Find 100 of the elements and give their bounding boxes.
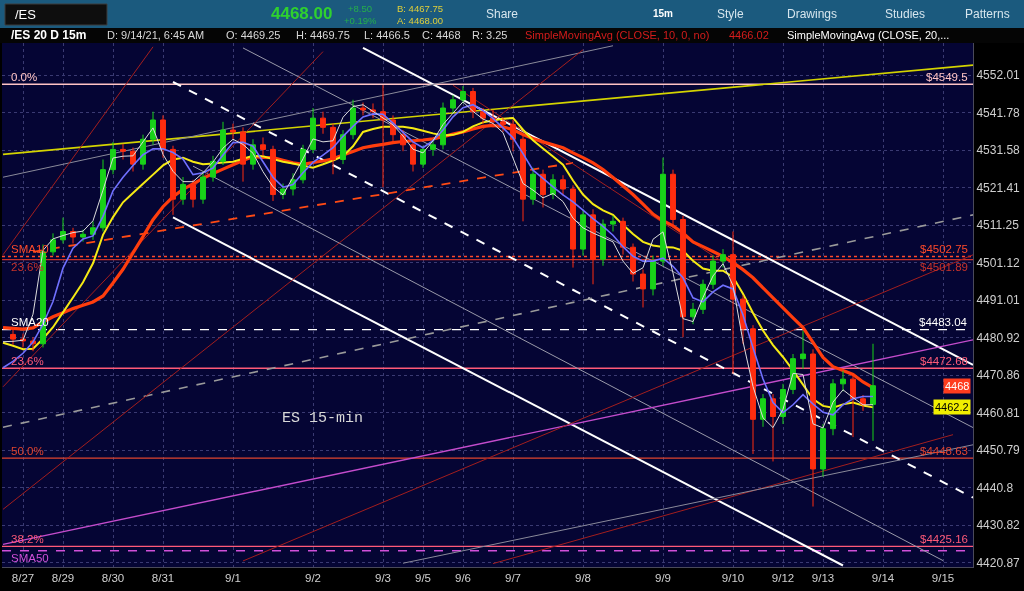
text: SimpleMovingAvg (CLOSE, 20,...: [787, 29, 950, 41]
candlestick: [260, 136, 266, 157]
ref-line-label: $4502.75: [920, 243, 968, 255]
y-tick-label: 4521.41: [976, 180, 1021, 195]
x-tick-label: 9/5: [415, 571, 431, 584]
candlestick: [240, 126, 246, 183]
text: L: 4466.5: [364, 29, 410, 41]
candlestick: [270, 145, 276, 202]
text: D: 9/14/21, 6:45 AM: [107, 29, 205, 41]
x-tick-label: 9/9: [655, 571, 671, 584]
x-tick-label: 9/13: [811, 571, 835, 584]
candlestick: [840, 370, 846, 392]
candlestick: [600, 218, 606, 267]
text: +8.50: [348, 3, 373, 14]
candlestick: [730, 230, 736, 375]
candlestick: [560, 174, 566, 196]
x-tick-label: 8/30: [101, 571, 125, 584]
candlestick: [170, 145, 176, 216]
candlestick: [200, 171, 206, 205]
text: Drawings: [787, 7, 838, 21]
y-tick-label: 4531.58: [976, 143, 1021, 158]
y-tick-label: 4470.86: [976, 368, 1021, 383]
candlestick: [670, 169, 676, 229]
ref-line-label: $4472.68: [920, 355, 968, 367]
candlestick: [500, 117, 506, 133]
annotation: 4462.2: [935, 401, 969, 413]
candlestick: [410, 138, 416, 172]
text: A: 4468.00: [397, 15, 443, 26]
candlestick: [360, 102, 366, 116]
candlestick: [870, 343, 876, 442]
text: R: 3.25: [472, 29, 508, 41]
y-tick-label: 4491.01: [976, 293, 1021, 308]
candlestick: [180, 176, 186, 206]
chart-title: /ES: [15, 7, 37, 23]
text: 4468.00: [271, 4, 333, 23]
candlestick: [800, 330, 806, 370]
candlestick: [680, 215, 686, 338]
text: H: 4469.75: [296, 29, 350, 41]
y-tick-label: 4460.81: [976, 405, 1021, 420]
candlestick: [340, 129, 346, 165]
text: /ES 20 D 15m: [11, 28, 87, 42]
candlestick: [620, 217, 626, 256]
text: 4466.02: [729, 29, 769, 41]
ref-line-label: $4549.5: [926, 71, 968, 83]
x-tick-label: 9/3: [375, 571, 391, 584]
annotation: ES 15-min: [282, 410, 364, 427]
x-tick-label: 9/14: [871, 571, 895, 584]
text: O: 4469.25: [226, 29, 281, 41]
text: SimpleMovingAvg (CLOSE, 10, 0, no): [525, 29, 710, 41]
y-tick-label: 4552.01: [976, 68, 1021, 83]
candlestick: [450, 94, 456, 115]
candlestick: [650, 255, 656, 296]
candlestick: [850, 374, 856, 438]
text: Studies: [885, 7, 926, 21]
candlestick: [540, 169, 546, 208]
y-tick-label: 4541.78: [976, 105, 1021, 120]
candlestick: [310, 107, 316, 154]
y-tick-label: 4430.82: [976, 518, 1021, 533]
candlestick: [80, 229, 86, 243]
candlestick: [320, 111, 326, 135]
text: +0.19%: [344, 15, 378, 26]
candlestick: [570, 184, 576, 269]
x-tick-label: 9/10: [721, 571, 745, 584]
x-tick-label: 9/8: [575, 571, 591, 584]
candlestick: [770, 393, 776, 462]
x-tick-label: 9/6: [455, 571, 471, 584]
candlestick: [420, 145, 426, 169]
candlestick: [810, 348, 816, 508]
candlestick: [480, 107, 486, 125]
text: 15m: [653, 8, 674, 19]
x-tick-label: 9/7: [505, 571, 521, 584]
annotation: 0.0%: [11, 71, 38, 83]
candlestick: [860, 394, 866, 412]
x-tick-label: 9/15: [931, 571, 955, 584]
candlestick: [720, 248, 726, 269]
text: Share: [486, 7, 519, 21]
candlestick: [510, 119, 516, 152]
candlestick: [460, 85, 466, 104]
text: B: 4467.75: [397, 3, 443, 14]
annotation: 23.6%: [11, 355, 44, 367]
annotation: 4468: [945, 380, 970, 392]
y-tick-label: 4420.87: [976, 555, 1021, 570]
ref-line-label: $4483.04: [919, 316, 968, 328]
y-tick-label: 4480.92: [976, 330, 1021, 345]
x-tick-label: 8/27: [11, 571, 35, 584]
candlestick: [690, 302, 696, 325]
candlestick: [350, 99, 356, 140]
candlestick: [590, 208, 596, 285]
candlestick: [660, 157, 666, 267]
x-tick-label: 9/1: [225, 571, 241, 584]
candlestick: [120, 143, 126, 161]
text: C: 4468: [422, 29, 461, 41]
annotation: SMA50: [11, 552, 49, 564]
candlestick: [640, 268, 646, 308]
candlestick: [50, 232, 56, 257]
candlestick: [580, 208, 586, 257]
candlestick: [230, 123, 236, 140]
x-tick-label: 9/12: [771, 571, 795, 584]
candlestick: [430, 138, 436, 157]
x-tick-label: 8/31: [151, 571, 175, 584]
